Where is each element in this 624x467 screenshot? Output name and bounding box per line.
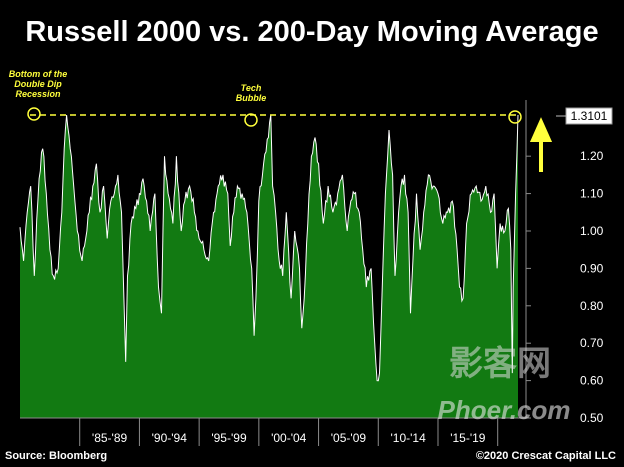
circle-recession-peak <box>27 107 41 121</box>
x-tick-label: '85-'89 <box>92 431 128 445</box>
y-tick-label: 0.60 <box>580 374 604 388</box>
watermark-logo: 影客网 <box>449 345 551 383</box>
source-text: Source: Bloomberg <box>5 450 108 462</box>
plot-layer <box>19 114 519 418</box>
x-tick-label: '90-'94 <box>152 431 188 445</box>
y-tick-label: 0.90 <box>580 261 604 275</box>
circle-current-peak <box>508 110 522 124</box>
annotation-layer <box>27 107 553 172</box>
x-tick-label: '95-'99 <box>211 431 247 445</box>
y-tick-label: 0.50 <box>580 411 604 425</box>
y-tick-label: 0.70 <box>580 336 604 350</box>
up-arrow-icon <box>529 117 553 172</box>
annotation-tech-bubble: Tech Bubble <box>235 83 267 103</box>
axis-layer: '85-'89 '90-'94 '95-'99 '00-'04 '05-'09 '10-'… <box>20 100 613 446</box>
y-tick-label: 1.20 <box>580 149 604 163</box>
watermark-site: Phoer.com <box>437 395 571 425</box>
chart-title: Russell 2000 vs. 200-Day Moving Average <box>25 16 599 48</box>
y-tick-label: 1.10 <box>580 187 604 201</box>
ratio-line <box>19 114 519 382</box>
x-tick-label: '00-'04 <box>271 431 307 445</box>
annotation-recession: Bottom of the Double Dip Recession <box>8 69 68 99</box>
circle-tech-bubble-peak <box>244 113 258 127</box>
current-value-label: 1.3101 <box>571 109 608 123</box>
x-tick-label: '10-'14 <box>390 431 426 445</box>
copyright-text: ©2020 Crescat Capital LLC <box>475 450 616 462</box>
x-tick-label: '05-'09 <box>331 431 367 445</box>
y-tick-label: 1.00 <box>580 224 604 238</box>
y-tick-label: 0.80 <box>580 299 604 313</box>
x-tick-label: '15-'19 <box>450 431 486 445</box>
